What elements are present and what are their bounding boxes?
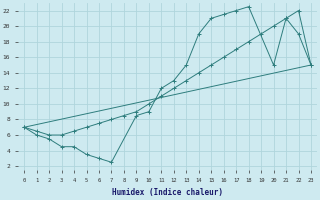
X-axis label: Humidex (Indice chaleur): Humidex (Indice chaleur) [112, 188, 223, 197]
